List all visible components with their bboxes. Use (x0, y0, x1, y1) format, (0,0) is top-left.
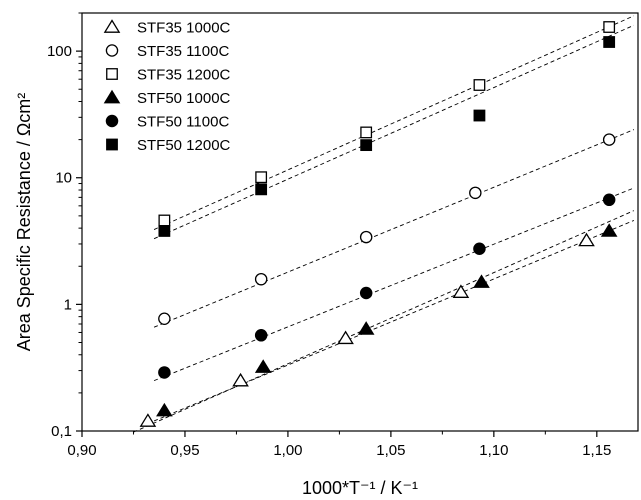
data-point (158, 225, 171, 237)
legend-marker (106, 138, 118, 151)
x-tick-label: 1,00 (273, 442, 302, 459)
data-point (357, 321, 375, 335)
data-point (603, 21, 616, 33)
data-point (158, 214, 171, 227)
plot-frame (81, 12, 639, 432)
y-tick-label: 10 (55, 170, 72, 187)
data-point (473, 79, 486, 91)
fit-line (153, 129, 635, 328)
data-point (602, 133, 616, 146)
data-point (232, 372, 249, 387)
y-axis-title: Area Specific Resistance / Ωcm² (14, 93, 34, 352)
fit-line (153, 220, 635, 422)
data-point (156, 402, 173, 417)
legend: STF35 1000C STF35 1100C STF35 1200C STF50 1… (103, 19, 231, 154)
data-point (602, 193, 616, 207)
data-point (254, 329, 268, 342)
data-point (255, 183, 268, 196)
legend-marker (105, 44, 119, 57)
data-point (469, 186, 482, 200)
fit-line (153, 15, 635, 230)
legend-marker (105, 114, 119, 128)
x-tick-label: 1,15 (582, 442, 611, 459)
data-point (254, 359, 272, 373)
fit-line (133, 210, 635, 433)
fit-line (153, 24, 635, 240)
data-point (337, 330, 354, 345)
data-point (255, 171, 268, 184)
data-markers (139, 21, 618, 427)
data-point (254, 272, 268, 286)
x-tick-label: 1,10 (479, 442, 508, 459)
y-axis: 0,1 1 10 100 (47, 12, 82, 440)
data-point (360, 139, 373, 152)
legend-marker (103, 19, 121, 33)
data-point (158, 312, 171, 325)
data-point (360, 126, 373, 139)
data-point (359, 230, 373, 244)
y-tick-label: 1 (64, 296, 72, 313)
x-axis-title: 1000*T⁻¹ / K⁻¹ (302, 478, 418, 498)
legend-entry: STF50 1200C (137, 137, 231, 154)
x-tick-label: 0,95 (170, 442, 199, 459)
data-point (473, 242, 486, 255)
legend-marker (103, 89, 121, 104)
x-axis: 0,90 0,95 1,00 1,05 1,10 1,15 (67, 431, 611, 459)
fit-lines (133, 15, 635, 433)
legend-entry: STF35 1100C (137, 43, 229, 60)
data-point (452, 284, 470, 298)
x-tick-label: 1,05 (376, 442, 405, 459)
y-tick-label: 100 (47, 43, 72, 60)
data-point (600, 223, 618, 237)
data-point (139, 413, 157, 427)
legend-entry: STF50 1000C (137, 90, 231, 107)
data-point (473, 274, 490, 288)
data-point (473, 109, 486, 122)
fit-line (153, 187, 635, 382)
legend-marker (106, 68, 118, 80)
data-point (359, 286, 373, 300)
x-tick-label: 0,90 (67, 442, 96, 459)
data-point (158, 366, 171, 379)
legend-entry: STF35 1000C (137, 20, 231, 37)
data-point (603, 36, 616, 48)
legend-entry: STF35 1200C (137, 67, 231, 84)
y-tick-label: 0,1 (51, 423, 72, 440)
legend-entry: STF50 1100C (137, 114, 229, 131)
data-point (578, 232, 595, 247)
